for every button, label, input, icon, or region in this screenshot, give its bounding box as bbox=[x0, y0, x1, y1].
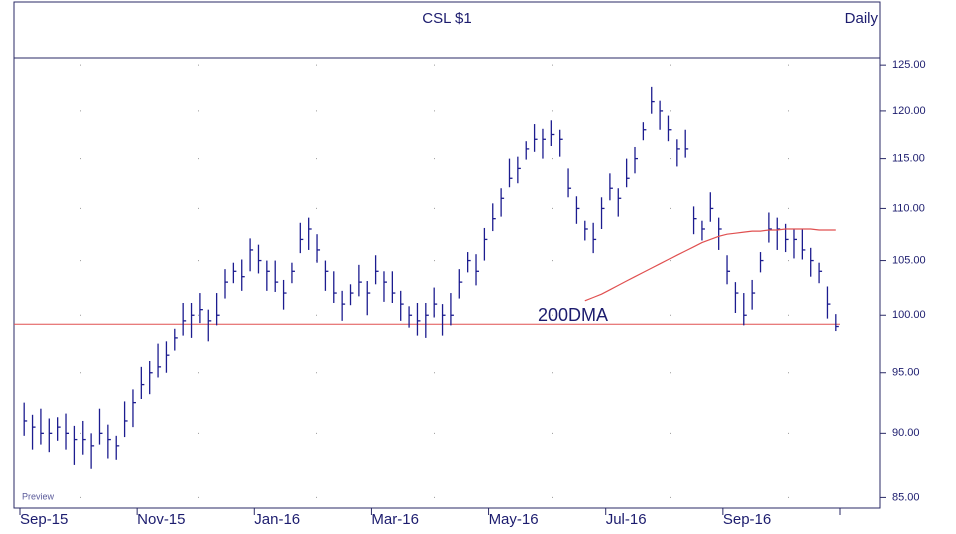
x-tick-label: Nov-15 bbox=[137, 511, 185, 528]
chart-title: CSL $1 bbox=[422, 10, 471, 27]
y-tick-label: 95.00 bbox=[892, 367, 920, 379]
moving-average bbox=[584, 228, 836, 302]
y-tick-label: 120.00 bbox=[892, 105, 926, 117]
annotation: 200DMA bbox=[538, 305, 608, 325]
y-tick-label: 105.00 bbox=[892, 254, 926, 266]
chart-subtitle: Daily bbox=[845, 10, 879, 27]
x-tick-label: Mar-16 bbox=[371, 511, 419, 528]
frame bbox=[13, 1, 881, 509]
x-tick-label: Sep-15 bbox=[20, 511, 68, 528]
x-tick-label: May-16 bbox=[489, 511, 539, 528]
x-tick-label: Sep-16 bbox=[723, 511, 771, 528]
y-tick-label: 110.00 bbox=[892, 202, 925, 214]
x-tick-label: Jan-16 bbox=[254, 511, 300, 528]
y-tick-label: 85.00 bbox=[892, 491, 920, 503]
y-tick-label: 100.00 bbox=[892, 309, 926, 321]
y-tick-label: 90.00 bbox=[892, 427, 920, 439]
y-tick-label: 125.00 bbox=[892, 59, 926, 71]
y-tick-label: 115.00 bbox=[892, 153, 925, 165]
x-tick-label: Jul-16 bbox=[606, 511, 647, 528]
watermark: Preview bbox=[22, 491, 55, 501]
